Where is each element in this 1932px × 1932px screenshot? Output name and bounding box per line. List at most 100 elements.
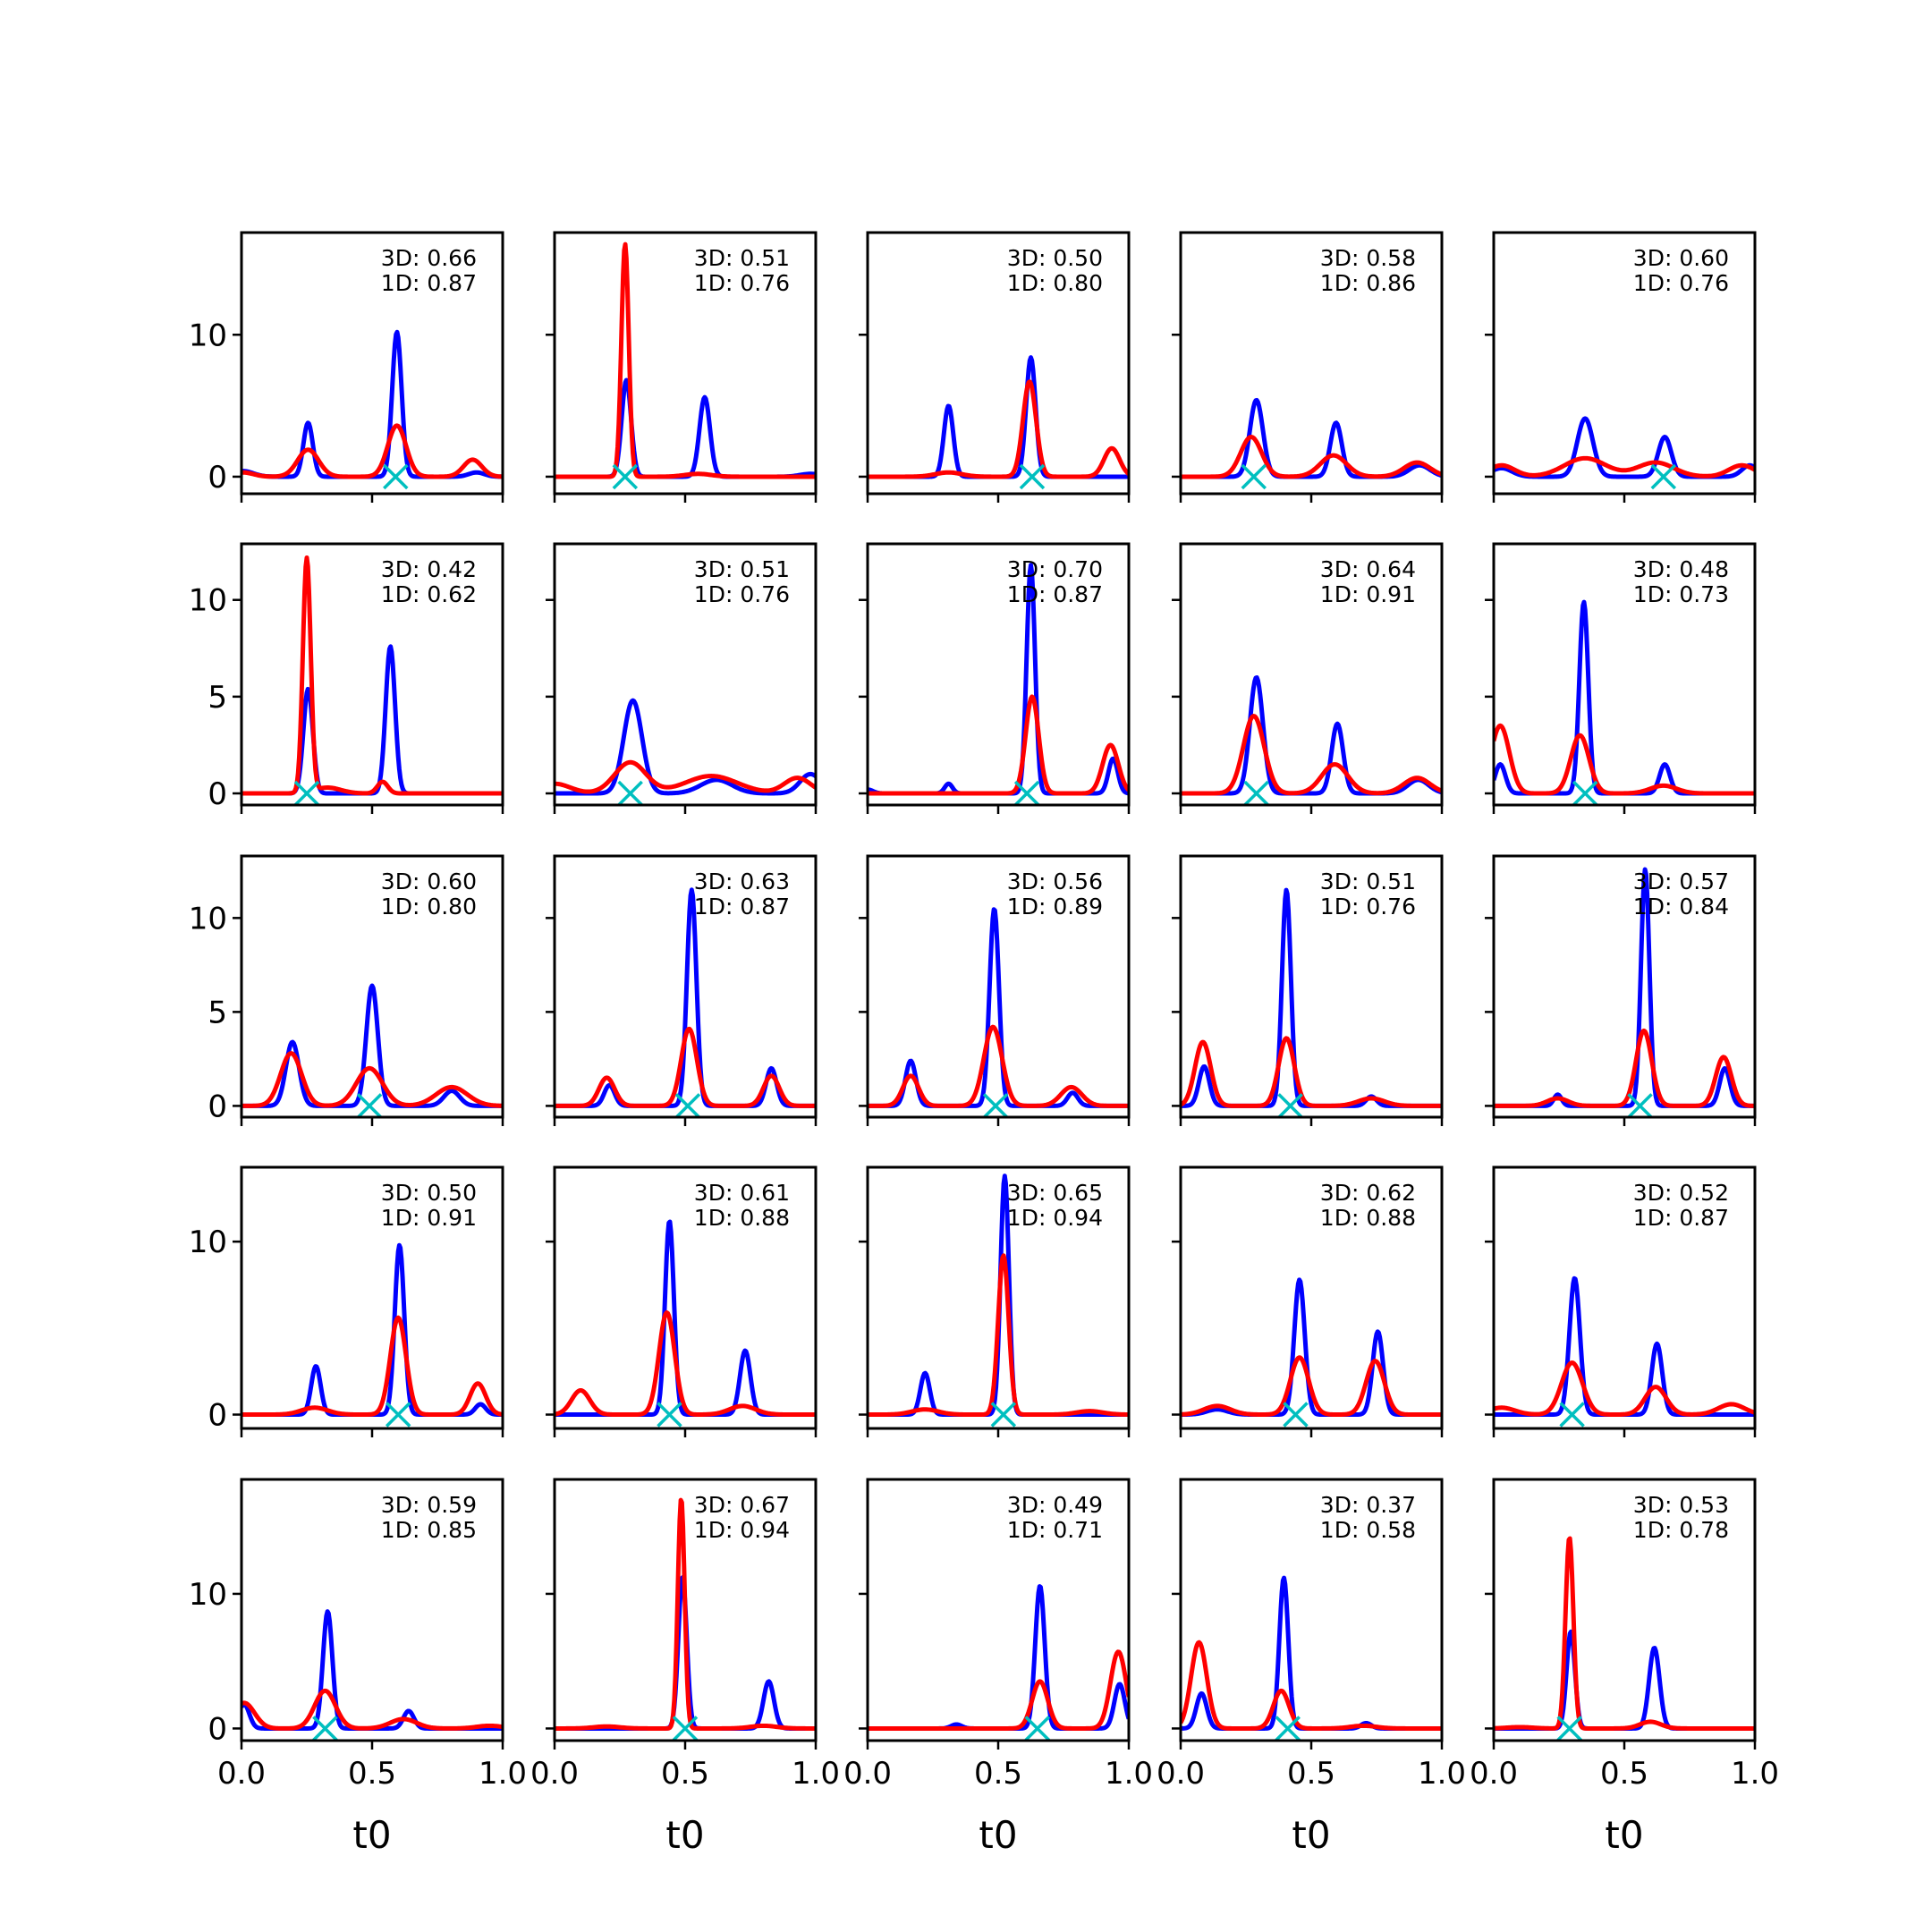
marker-x-icon [1024, 1716, 1051, 1741]
x-axis-label: t0 [665, 1813, 704, 1857]
score-annotation: 3D: 0.61 [694, 1180, 790, 1206]
score-annotation: 1D: 0.88 [694, 1205, 790, 1231]
score-annotation: 3D: 0.48 [1633, 556, 1729, 582]
x-tick-label: 0.5 [348, 1756, 396, 1792]
marker-x-icon [990, 1402, 1017, 1428]
score-annotation: 1D: 0.76 [694, 270, 790, 296]
score-annotation: 1D: 0.87 [1633, 1205, 1729, 1231]
marker-x-icon [1572, 780, 1598, 807]
x-tick-label: 0.0 [1157, 1756, 1205, 1792]
x-tick-label: 0.5 [1600, 1756, 1648, 1792]
blue-series-line [555, 1219, 816, 1418]
x-tick-label: 1.0 [479, 1756, 527, 1792]
x-tick-label: 1.0 [1418, 1756, 1466, 1792]
y-tick-label: 10 [189, 901, 227, 936]
blue-series-line [555, 377, 816, 479]
score-annotation: 3D: 0.50 [1007, 245, 1103, 271]
red-series-line [868, 1253, 1129, 1418]
red-series-line [1181, 435, 1442, 479]
score-annotation: 3D: 0.52 [1633, 1180, 1729, 1206]
score-annotation: 1D: 0.84 [1633, 894, 1729, 919]
score-annotation: 1D: 0.87 [1007, 581, 1103, 607]
marker-x-icon [674, 1093, 701, 1119]
score-annotation: 1D: 0.76 [1633, 270, 1729, 296]
score-annotation: 3D: 0.65 [1007, 1180, 1103, 1206]
blue-series-line [242, 329, 503, 479]
red-series-line [555, 1026, 816, 1108]
y-tick-label: 5 [208, 680, 227, 716]
score-annotation: 1D: 0.78 [1633, 1517, 1729, 1543]
blue-series-line [1181, 397, 1442, 479]
red-series-line [242, 423, 503, 479]
y-tick-label: 0 [208, 1711, 227, 1747]
y-tick-label: 10 [189, 318, 227, 353]
x-tick-label: 0.5 [1287, 1756, 1335, 1792]
score-annotation: 3D: 0.50 [381, 1180, 477, 1206]
score-annotation: 3D: 0.66 [381, 245, 477, 271]
red-series-line [555, 1497, 816, 1731]
score-annotation: 1D: 0.71 [1007, 1517, 1103, 1543]
x-tick-label: 0.5 [661, 1756, 709, 1792]
blue-series-line [1494, 1629, 1755, 1731]
score-annotation: 1D: 0.73 [1633, 581, 1729, 607]
marker-x-icon [982, 1093, 1009, 1119]
score-annotation: 1D: 0.88 [1320, 1205, 1416, 1231]
x-axis-label: t0 [352, 1813, 391, 1857]
score-annotation: 3D: 0.67 [694, 1492, 790, 1518]
blue-series-line [555, 698, 816, 796]
red-series-line [1181, 1036, 1442, 1108]
blue-series-line [1494, 1275, 1755, 1418]
marker-x-icon [672, 1716, 699, 1741]
x-tick-label: 0.0 [530, 1756, 579, 1792]
red-series-line [242, 555, 503, 796]
score-annotation: 3D: 0.53 [1633, 1492, 1729, 1518]
score-annotation: 1D: 0.85 [381, 1517, 477, 1543]
marker-x-icon [1013, 780, 1040, 807]
marker-x-icon [1556, 1716, 1582, 1741]
score-annotation: 3D: 0.63 [694, 869, 790, 894]
score-annotation: 1D: 0.94 [694, 1517, 790, 1543]
red-series-line [555, 242, 816, 479]
score-annotation: 3D: 0.60 [1633, 245, 1729, 271]
marker-x-icon [1275, 1716, 1301, 1741]
marker-x-icon [1559, 1402, 1585, 1428]
x-tick-label: 0.0 [843, 1756, 892, 1792]
red-series-line [1494, 455, 1755, 479]
score-annotation: 1D: 0.89 [1007, 894, 1103, 919]
blue-series-line [1181, 675, 1442, 796]
marker-x-icon [1277, 1093, 1303, 1119]
score-annotation: 3D: 0.49 [1007, 1492, 1103, 1518]
red-series-line [1181, 1640, 1442, 1731]
marker-x-icon [293, 780, 320, 807]
score-annotation: 1D: 0.87 [381, 270, 477, 296]
blue-series-line [1494, 416, 1755, 479]
score-annotation: 3D: 0.57 [1633, 869, 1729, 894]
marker-x-icon [612, 463, 639, 490]
x-tick-label: 0.5 [974, 1756, 1022, 1792]
red-series-line [242, 1688, 503, 1731]
red-series-line [555, 759, 816, 794]
blue-series-line [1494, 599, 1755, 796]
score-annotation: 1D: 0.87 [694, 894, 790, 919]
blue-series-line [868, 907, 1129, 1108]
score-annotation: 1D: 0.80 [1007, 270, 1103, 296]
x-tick-label: 1.0 [1105, 1756, 1153, 1792]
x-tick-label: 0.0 [1470, 1756, 1518, 1792]
red-series-line [1494, 1536, 1755, 1731]
